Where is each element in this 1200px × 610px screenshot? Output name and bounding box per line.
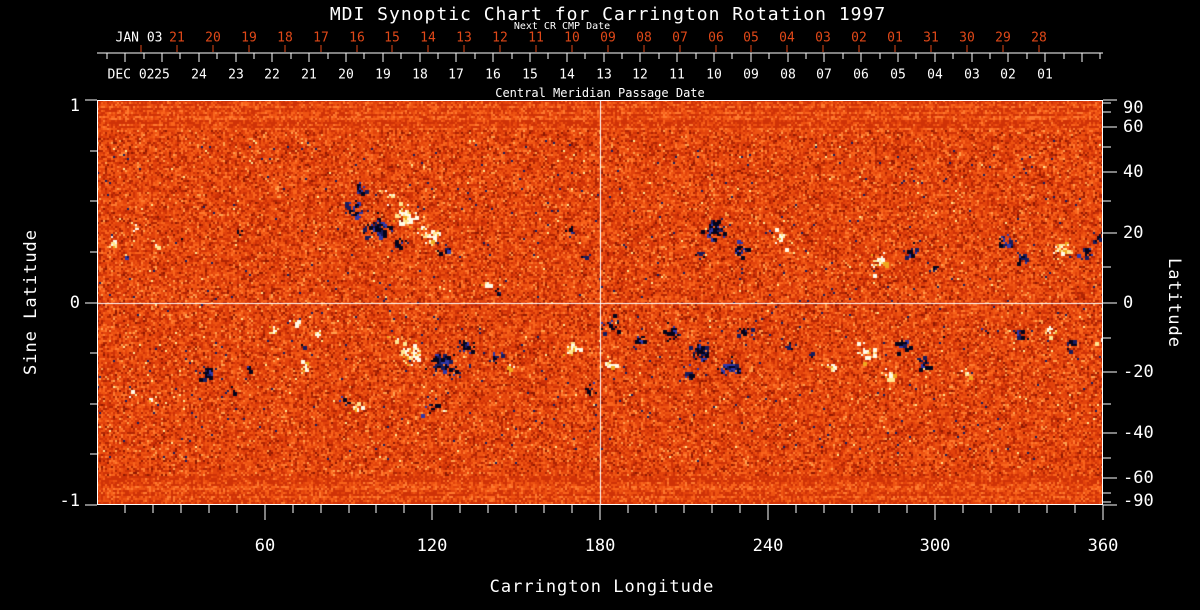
cmp-day-label: 22 — [264, 67, 280, 83]
cmp-day-label: 13 — [596, 67, 612, 83]
longitude-tick-label: 300 — [919, 536, 951, 556]
cmp-day-label: 07 — [816, 67, 832, 83]
latitude-tick-label: 20 — [1123, 223, 1144, 243]
cmp-day-label: 12 — [632, 67, 648, 83]
next-cr-day-label: 20 — [205, 30, 221, 46]
next-cr-day-label: 11 — [528, 30, 544, 46]
cmp-day-label: 15 — [522, 67, 538, 83]
cmp-day-label: 21 — [301, 67, 317, 83]
chart-title: MDI Synoptic Chart for Carrington Rotati… — [329, 4, 887, 25]
next-cr-day-label: 19 — [241, 30, 257, 46]
y-axis-left-title: Sine Latitude — [21, 228, 41, 376]
longitude-tick-label: 240 — [752, 536, 784, 556]
cmp-day-label: 09 — [743, 67, 759, 83]
next-cr-day-label: 04 — [779, 30, 795, 46]
sine-latitude-tick-label: 1 — [69, 96, 80, 116]
next-cr-day-label: 28 — [1031, 30, 1047, 46]
longitude-tick-label: 120 — [416, 536, 448, 556]
sine-latitude-tick-label: 0 — [69, 293, 80, 313]
next-cr-day-label: 14 — [420, 30, 436, 46]
cmp-day-label: 24 — [191, 67, 207, 83]
next-cr-day-label: 08 — [636, 30, 652, 46]
latitude-tick-label: -90 — [1123, 491, 1154, 511]
latitude-tick-label: -20 — [1123, 362, 1154, 382]
cmp-day-label: 04 — [927, 67, 943, 83]
next-cr-day-label: 17 — [313, 30, 329, 46]
latitude-tick-label: -60 — [1123, 468, 1154, 488]
next-cr-cmp-date-label: Next CR CMP Date — [513, 21, 611, 32]
cmp-day-label: 23 — [228, 67, 244, 83]
next-cr-day-label: 29 — [995, 30, 1011, 46]
cmp-day-label: 18 — [412, 67, 428, 83]
next-cr-day-label: 30 — [959, 30, 975, 46]
cmp-day-label: 25 — [154, 67, 170, 83]
next-cr-month-label: JAN 03 — [115, 30, 163, 46]
next-cr-day-label: 01 — [887, 30, 903, 46]
latitude-tick-label: 0 — [1123, 293, 1134, 313]
latitude-tick-label: 60 — [1123, 117, 1144, 137]
cmp-day-label: 01 — [1037, 67, 1053, 83]
cmp-day-label: 02 — [1000, 67, 1016, 83]
next-cr-day-label: 18 — [277, 30, 293, 46]
magnetogram-image — [97, 100, 1103, 505]
next-cr-day-label: 03 — [815, 30, 831, 46]
tick-marks — [85, 45, 1117, 520]
y-axis-right-title: Latitude — [1164, 258, 1184, 348]
cmp-day-label: 16 — [485, 67, 501, 83]
next-cr-day-label: 13 — [456, 30, 472, 46]
latitude-tick-label: -40 — [1123, 423, 1154, 443]
next-cr-day-label: 15 — [384, 30, 400, 46]
next-cr-day-label: 16 — [349, 30, 365, 46]
cmp-day-label: 03 — [964, 67, 980, 83]
cmp-day-label: 17 — [448, 67, 464, 83]
next-cr-day-label: 06 — [708, 30, 724, 46]
cmp-day-label: 06 — [853, 67, 869, 83]
next-cr-day-label: 21 — [169, 30, 185, 46]
cmp-day-label: 19 — [375, 67, 391, 83]
latitude-tick-label: 40 — [1123, 162, 1144, 182]
next-cr-day-label: 07 — [672, 30, 688, 46]
cmp-day-label: 11 — [669, 67, 685, 83]
cmp-day-label: 08 — [780, 67, 796, 83]
latitude-tick-label: 90 — [1123, 98, 1144, 118]
next-cr-day-label: 10 — [564, 30, 580, 46]
cmp-month-label: DEC 02 — [107, 67, 155, 83]
longitude-tick-label: 60 — [254, 536, 276, 556]
next-cr-day-label: 09 — [600, 30, 616, 46]
cmp-date-axis-label: Central Meridian Passage Date — [495, 86, 705, 100]
cmp-day-label: 05 — [890, 67, 906, 83]
sine-latitude-tick-label: -1 — [59, 491, 80, 511]
next-cr-day-label: 12 — [492, 30, 508, 46]
cmp-day-label: 20 — [338, 67, 354, 83]
cmp-day-label: 10 — [706, 67, 722, 83]
next-cr-day-label: 02 — [851, 30, 867, 46]
cmp-day-label: 14 — [559, 67, 575, 83]
next-cr-day-label: 31 — [923, 30, 939, 46]
longitude-tick-label: 180 — [584, 536, 616, 556]
x-axis-title: Carrington Longitude — [489, 577, 715, 597]
longitude-tick-label: 360 — [1087, 536, 1119, 556]
next-cr-day-label: 05 — [743, 30, 759, 46]
